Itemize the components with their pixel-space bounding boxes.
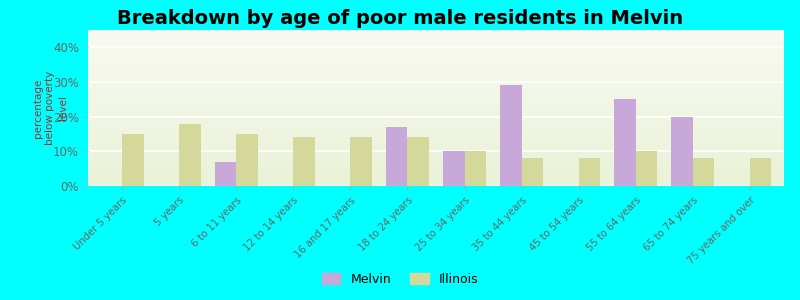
Bar — [465, 151, 486, 186]
Bar — [386, 127, 407, 186]
Text: Breakdown by age of poor male residents in Melvin: Breakdown by age of poor male residents … — [117, 9, 683, 28]
Bar — [614, 99, 636, 186]
Bar — [522, 158, 543, 186]
Bar — [636, 151, 658, 186]
Bar — [122, 134, 144, 186]
Bar — [350, 137, 372, 186]
Bar — [578, 158, 600, 186]
Bar — [407, 137, 429, 186]
Y-axis label: percentage
below poverty
level: percentage below poverty level — [33, 71, 67, 145]
Bar — [500, 85, 522, 186]
Bar — [671, 117, 693, 186]
Bar — [236, 134, 258, 186]
Bar — [693, 158, 714, 186]
Bar — [214, 162, 236, 186]
Bar — [750, 158, 771, 186]
Bar — [443, 151, 465, 186]
Bar — [179, 124, 201, 186]
Legend: Melvin, Illinois: Melvin, Illinois — [317, 268, 483, 291]
Bar — [294, 137, 315, 186]
